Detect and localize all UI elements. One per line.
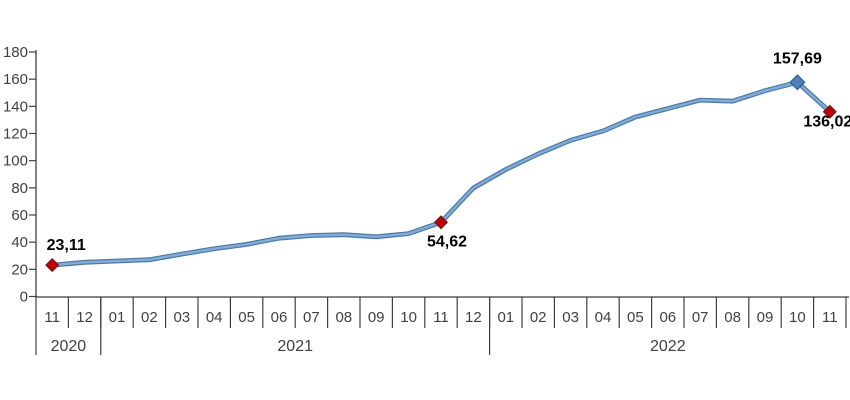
y-axis-tick-label: 120 <box>3 126 28 143</box>
x-axis-month-label: 02 <box>530 309 547 326</box>
x-axis-month-label: 05 <box>627 309 644 326</box>
x-axis-month-label: 01 <box>109 309 126 326</box>
data-point-marker-red <box>45 258 60 273</box>
x-axis-month-label: 08 <box>335 309 352 326</box>
x-axis-month-label: 01 <box>497 309 514 326</box>
data-point-marker-red <box>822 104 837 119</box>
x-axis-year-label: 2021 <box>277 338 313 355</box>
y-axis-tick-label: 180 <box>3 44 28 61</box>
y-axis-tick-label: 20 <box>11 261 28 278</box>
x-axis-month-label: 10 <box>789 309 806 326</box>
y-axis-tick-label: 160 <box>3 71 28 88</box>
data-point-label: 157,69 <box>773 50 822 67</box>
data-point-label: 54,62 <box>427 233 467 250</box>
axis-lines <box>35 50 849 298</box>
data-point-marker-blue <box>789 74 806 91</box>
data-point-label: 136,02 <box>803 114 850 131</box>
x-axis-month-label: 04 <box>206 309 223 326</box>
data-point-marker-red <box>433 215 449 230</box>
x-axis-month-label: 02 <box>141 309 158 326</box>
y-axis-tick-label: 60 <box>11 207 28 224</box>
x-axis-month-label: 11 <box>433 309 449 326</box>
x-axis-month-label: 03 <box>562 309 579 326</box>
data-point-label: 23,11 <box>47 237 86 254</box>
x-axis-month-label: 11 <box>44 309 60 326</box>
x-axis-month-label: 10 <box>400 309 417 326</box>
y-axis-tick-label: 80 <box>11 180 28 197</box>
x-axis-year-label: 2020 <box>51 338 87 355</box>
x-axis-month-label: 06 <box>659 309 676 326</box>
x-axis-month-label: 05 <box>238 309 255 326</box>
x-axis-month-label: 03 <box>173 309 190 326</box>
x-axis-month-label: 06 <box>271 309 288 326</box>
x-axis-month-label: 12 <box>76 309 93 326</box>
x-axis-month-label: 09 <box>757 309 774 326</box>
x-axis-month-label: 09 <box>368 309 385 326</box>
y-axis-tick-label: 40 <box>11 234 28 251</box>
x-axis-month-label: 04 <box>595 309 612 326</box>
y-axis-tick-label: 140 <box>3 98 28 115</box>
x-axis-month-label: 11 <box>822 309 838 326</box>
x-axis-month-label: 12 <box>465 309 482 326</box>
x-axis-month-label: 07 <box>303 309 320 326</box>
x-axis-month-label: 08 <box>724 309 741 326</box>
x-axis-year-label: 2022 <box>650 338 686 355</box>
y-axis-tick-label: 100 <box>3 153 28 170</box>
x-axis-month-label: 07 <box>692 309 709 326</box>
y-axis-tick-label: 0 <box>20 289 28 306</box>
